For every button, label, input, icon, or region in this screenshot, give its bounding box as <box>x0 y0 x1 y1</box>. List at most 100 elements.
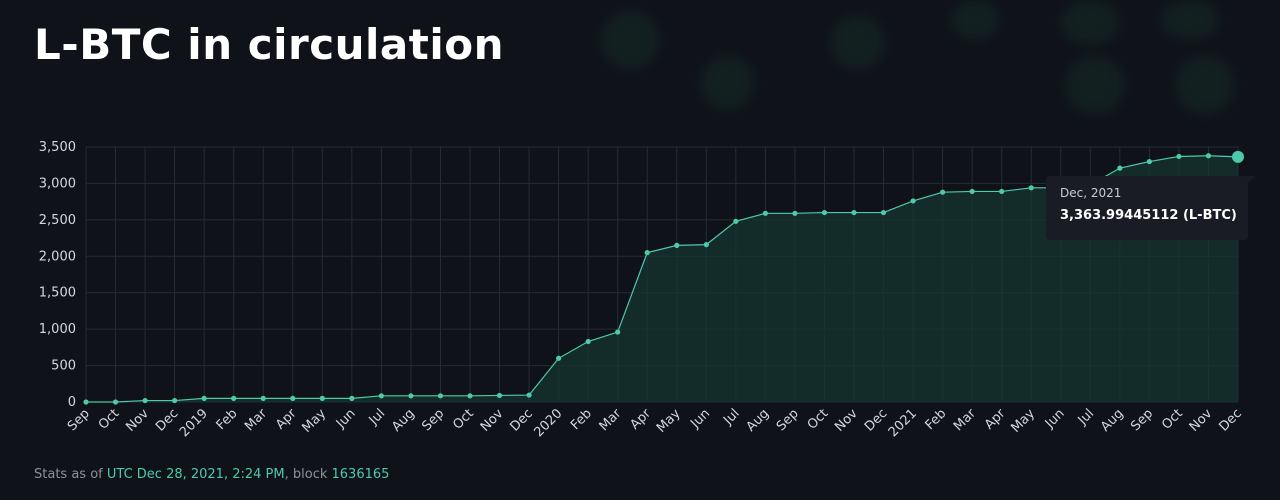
stats-footer: Stats as of UTC Dec 28, 2021, 2:24 PM, b… <box>34 467 389 482</box>
data-point[interactable] <box>290 395 296 401</box>
x-tick-label: Jul <box>1075 406 1097 428</box>
x-tick-label: Feb <box>214 406 241 433</box>
data-point[interactable] <box>999 188 1005 195</box>
x-tick-label: Feb <box>568 406 595 433</box>
footer-prefix: Stats as of <box>34 467 103 482</box>
x-tick-label: 2019 <box>177 406 211 440</box>
x-tick-label: Oct <box>805 406 832 433</box>
data-point[interactable] <box>83 399 89 405</box>
data-point[interactable] <box>1146 158 1152 165</box>
background-glow <box>700 55 755 110</box>
data-point[interactable] <box>940 189 946 195</box>
x-tick-label: 2021 <box>886 406 920 440</box>
x-tick-label: Apr <box>273 406 300 433</box>
x-tick-label: Mar <box>597 406 625 434</box>
data-point[interactable] <box>437 393 444 399</box>
data-point[interactable] <box>969 188 975 195</box>
data-point[interactable] <box>703 242 709 248</box>
x-tick-label: May <box>654 406 684 436</box>
data-point[interactable] <box>172 397 178 404</box>
data-point[interactable] <box>496 392 503 399</box>
x-tick-label: Aug <box>744 406 773 435</box>
y-tick-label: 3,500 <box>39 140 76 155</box>
background-glow <box>1160 0 1220 40</box>
data-point[interactable] <box>615 329 621 335</box>
data-point[interactable] <box>644 250 650 256</box>
data-point[interactable] <box>585 338 591 345</box>
data-point[interactable] <box>674 242 680 248</box>
x-tick-label: Jul <box>720 406 742 428</box>
x-tick-label: May <box>1008 406 1038 436</box>
data-point[interactable] <box>851 209 857 216</box>
x-tick-label: Jun <box>333 406 359 432</box>
data-points <box>83 150 1244 405</box>
x-tick-label: Mar <box>951 406 979 434</box>
background-glow <box>830 15 885 70</box>
x-tick-label: Oct <box>96 406 123 433</box>
data-point[interactable] <box>319 395 325 401</box>
background-glow <box>1065 55 1125 115</box>
x-tick-label: Sep <box>65 406 93 434</box>
data-point[interactable] <box>821 209 828 216</box>
y-tick-label: 3,000 <box>39 176 76 191</box>
footer-block: 1636165 <box>331 467 390 482</box>
series-area <box>86 155 1238 402</box>
page-title: L-BTC in circulation <box>34 20 504 69</box>
x-tick-label: Apr <box>628 406 655 433</box>
x-tick-label: Nov <box>1187 406 1216 435</box>
data-point[interactable] <box>467 393 473 399</box>
y-tick-label: 0 <box>68 395 76 410</box>
x-tick-label: Apr <box>982 406 1009 433</box>
tooltip-value: 3,363.99445112 (L-BTC) <box>1060 208 1237 223</box>
data-point[interactable] <box>1176 153 1182 160</box>
x-tick-label: 2020 <box>531 406 565 440</box>
x-tick-label: Nov <box>123 406 152 435</box>
data-point[interactable] <box>260 395 266 401</box>
tooltip-date: Dec, 2021 <box>1060 186 1122 200</box>
y-tick-label: 2,500 <box>39 213 76 228</box>
background-glow <box>600 10 660 70</box>
x-tick-label: Nov <box>478 406 507 435</box>
y-tick-label: 2,000 <box>39 249 76 264</box>
data-point[interactable] <box>880 209 887 216</box>
chart-tooltip: Dec, 2021 3,363.99445112 (L-BTC) <box>1046 176 1255 240</box>
data-point[interactable] <box>556 355 562 361</box>
data-point[interactable] <box>112 399 119 405</box>
data-point[interactable] <box>1117 165 1123 171</box>
x-tick-label: Jun <box>1042 406 1068 432</box>
background-glow <box>1175 55 1235 115</box>
x-tick-label: Mar <box>242 406 270 434</box>
y-tick-label: 1,500 <box>39 286 76 301</box>
x-tick-label: Oct <box>1159 406 1186 433</box>
data-point[interactable] <box>526 392 532 398</box>
background-glow <box>950 0 1000 40</box>
footer-date: UTC Dec 28, 2021, 2:24 PM <box>106 467 285 482</box>
x-tick-label: Jul <box>366 406 388 428</box>
x-tick-label: May <box>300 406 330 436</box>
data-point[interactable] <box>1205 153 1212 159</box>
x-tick-label: Oct <box>450 406 477 433</box>
data-point[interactable] <box>349 395 355 401</box>
data-point[interactable] <box>1028 185 1034 191</box>
data-point[interactable] <box>142 397 148 404</box>
x-tick-label: Dec <box>1216 406 1244 434</box>
data-point[interactable] <box>762 210 768 216</box>
data-point[interactable] <box>231 395 237 401</box>
data-point[interactable] <box>378 393 384 399</box>
x-tick-label: Sep <box>1128 406 1156 434</box>
x-tick-label: Aug <box>389 406 418 435</box>
data-point[interactable] <box>792 210 798 216</box>
data-point[interactable] <box>408 393 414 399</box>
x-tick-label: Feb <box>923 406 950 433</box>
data-point[interactable] <box>910 198 916 204</box>
x-tick-label: Nov <box>832 406 861 435</box>
data-point[interactable] <box>733 218 739 224</box>
data-point[interactable] <box>201 395 207 401</box>
background-glow <box>1060 0 1120 45</box>
data-point[interactable] <box>1232 150 1244 163</box>
y-tick-label: 500 <box>51 359 76 374</box>
x-tick-label: Aug <box>1098 406 1127 435</box>
x-tick-label: Sep <box>419 406 447 434</box>
